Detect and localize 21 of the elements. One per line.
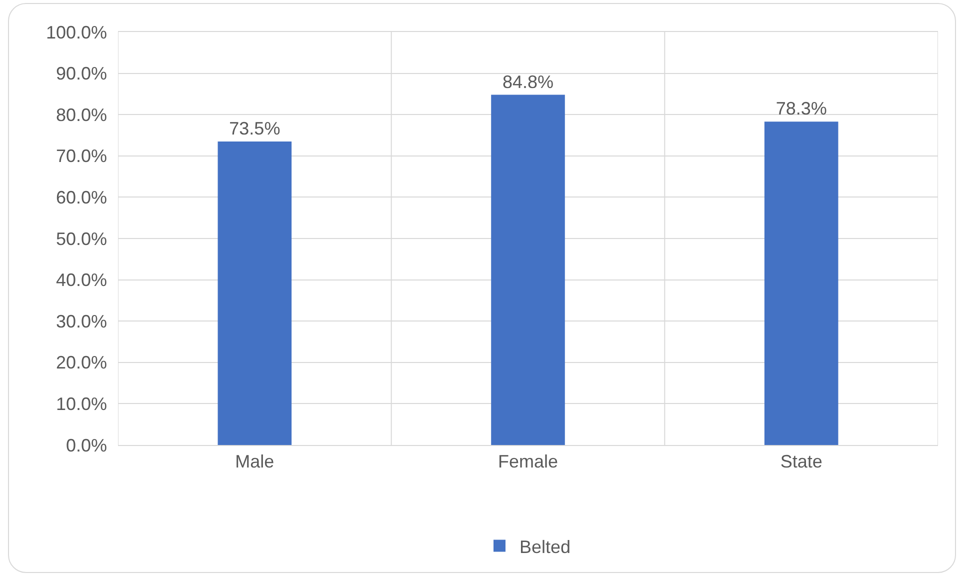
legend-label: Belted <box>520 536 571 557</box>
y-tick-label: 70.0% <box>56 146 107 166</box>
data-label: 78.3% <box>776 98 827 119</box>
y-tick-label: 40.0% <box>56 270 107 290</box>
y-tick-label: 100.0% <box>46 22 107 42</box>
y-tick-label: 60.0% <box>56 188 107 208</box>
y-tick-label: 20.0% <box>56 352 107 373</box>
bar <box>764 122 838 445</box>
x-tick-label: Male <box>235 452 274 472</box>
data-label: 73.5% <box>229 118 280 138</box>
bar <box>491 94 565 445</box>
y-tick-label: 10.0% <box>56 394 107 414</box>
data-label: 84.8% <box>502 72 554 92</box>
y-tick-label: 90.0% <box>56 64 107 84</box>
y-tick-label: 50.0% <box>56 228 107 249</box>
bar <box>218 141 292 445</box>
y-tick-label: 80.0% <box>56 104 107 125</box>
x-tick-label: Female <box>498 452 558 472</box>
y-tick-label: 30.0% <box>56 311 107 332</box>
y-tick-label: 0.0% <box>66 435 107 456</box>
x-tick-label: State <box>780 452 822 472</box>
